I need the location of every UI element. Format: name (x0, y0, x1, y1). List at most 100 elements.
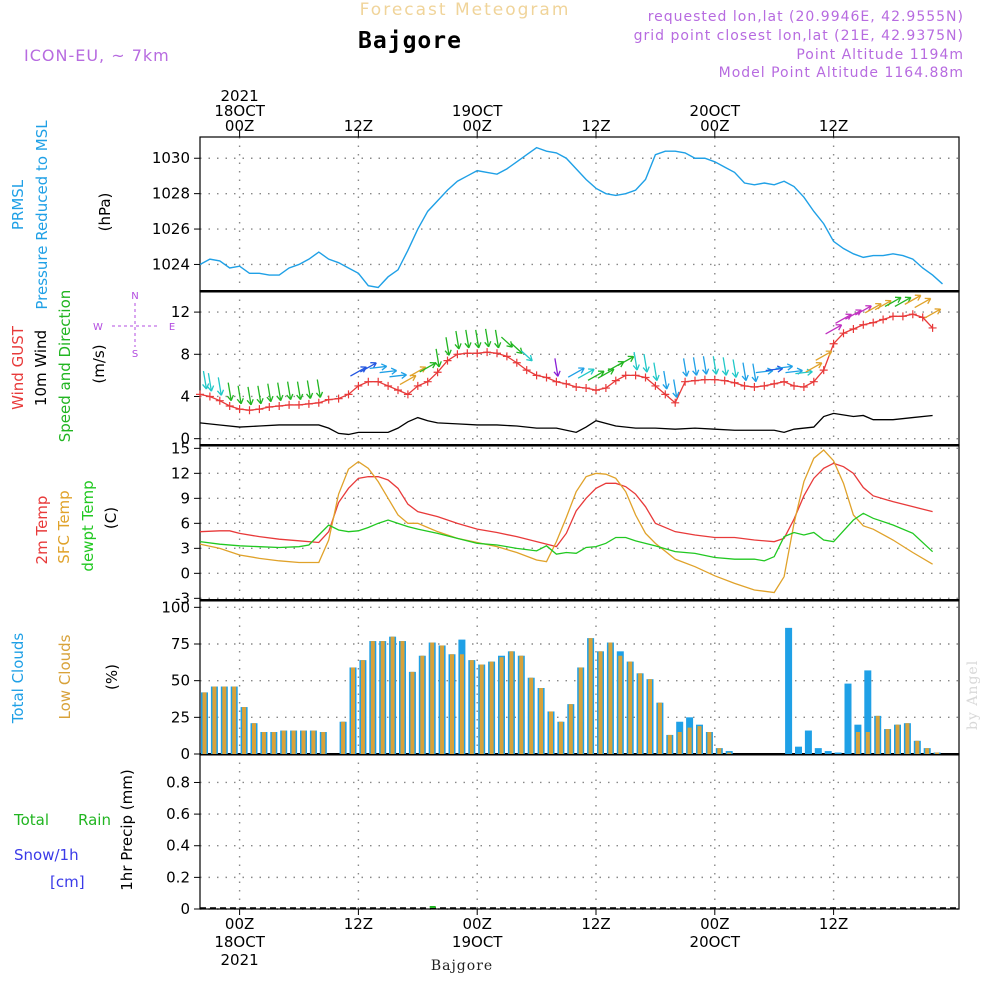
wind-direction-arrow (577, 368, 595, 379)
low-cloud-bar (568, 704, 573, 754)
gust-point (730, 378, 739, 387)
top-time-label: 2021 (221, 87, 259, 105)
gust-point (394, 386, 402, 395)
rain-label: Rain (78, 811, 111, 829)
low-cloud-bar (618, 655, 623, 754)
wind-arrow-head (682, 370, 690, 377)
wind-arrow-head (692, 369, 700, 376)
sfc-temp-line (199, 449, 933, 594)
footer-location: Bajgore (430, 958, 494, 974)
low-cloud-bar (608, 642, 613, 754)
y-tick-label: 75 (171, 635, 190, 653)
low-cloud-bar (440, 645, 445, 754)
gust-point (809, 377, 818, 386)
wind-arrow-head (474, 342, 482, 349)
wind-direction-arrow (845, 309, 862, 320)
low-cloud-bar (578, 667, 583, 754)
wind-direction-arrow (874, 300, 892, 311)
snow-label: Snow/1h (14, 846, 79, 864)
gust-point (839, 329, 848, 338)
low-cloud-bar (489, 661, 494, 754)
total-cloud-bar (814, 748, 822, 754)
wind-direction-arrow (643, 354, 648, 373)
gust-point (552, 377, 561, 386)
wind-direction-arrow (554, 358, 559, 377)
y-tick-label: 25 (171, 708, 190, 726)
wind-direction-arrow (306, 380, 312, 399)
gust-point (671, 398, 680, 407)
wind-10m-label: 10m Wind (32, 330, 50, 406)
wind-direction-arrow (217, 377, 222, 396)
gust-point (215, 396, 224, 405)
low-cloud-bar (271, 732, 276, 754)
wind-direction-arrow (267, 383, 272, 402)
wind-direction-arrow (369, 365, 387, 370)
gust-point (285, 400, 294, 409)
total-cloud-bar (864, 670, 872, 754)
low-clouds-label: Low Clouds (56, 634, 74, 719)
wind-arrow-head (216, 389, 225, 396)
gust-point (483, 348, 492, 357)
panel-divider (200, 753, 959, 756)
top-time-label: 12Z (819, 117, 848, 135)
y-tick-label: 100 (161, 598, 190, 616)
gust-point (780, 377, 789, 386)
pressure-panel-frame (199, 136, 960, 292)
y-tick-label: 8 (180, 345, 190, 363)
gust-point (245, 406, 254, 415)
wind-direction-arrow (633, 351, 638, 371)
wind-arrow-head (578, 367, 585, 374)
wind-direction-arrow (924, 308, 941, 319)
bottom-time-label: 12Z (819, 915, 848, 933)
wind-direction-arrow (702, 356, 708, 375)
wind-arrow-head (711, 368, 720, 375)
wind-arrow-head (721, 369, 730, 376)
low-cloud-bar (499, 657, 504, 754)
low-cloud-bar (301, 730, 306, 754)
top-time-label: 00Z (463, 117, 492, 135)
gust-point (661, 390, 670, 399)
wind-arrow-head (429, 362, 437, 369)
gust-point (889, 312, 897, 321)
precip-rain-bar (429, 906, 436, 908)
low-cloud-bar (202, 692, 207, 754)
total-clouds-label: Total Clouds (9, 633, 27, 725)
y-tick-label: 50 (171, 672, 190, 690)
wind-direction-arrow (237, 385, 242, 404)
gust-point (205, 392, 214, 401)
y-tick-label: 3 (180, 539, 190, 557)
gust-point (235, 405, 244, 414)
wind-arrow-head (627, 355, 635, 363)
low-cloud-bar (558, 721, 563, 754)
low-cloud-bar (915, 740, 920, 754)
low-cloud-bar (380, 641, 385, 754)
gust-point (275, 401, 284, 410)
gust-point (255, 405, 264, 414)
low-cloud-bar (519, 655, 524, 754)
gust-point (364, 377, 373, 386)
gust-point (770, 379, 779, 388)
wind-speed-line (199, 412, 933, 436)
model-label: ICON-EU, ~ 7km (24, 46, 170, 65)
wind-direction-arrow (567, 367, 585, 378)
wind-direction-arrow (597, 368, 615, 379)
wind-direction-arrow (277, 382, 282, 401)
gust-point (562, 379, 571, 388)
wind-arrow-head (434, 361, 442, 368)
wind-arrow-head (588, 368, 595, 375)
gust-point (295, 400, 303, 409)
prmsl-label: PRMSL (9, 179, 27, 230)
gust-point (681, 377, 690, 386)
low-cloud-bar (370, 641, 375, 754)
wind-direction-arrow (465, 329, 470, 349)
gust-point (572, 382, 581, 391)
wind-direction-arrow (316, 379, 321, 398)
low-cloud-bar (291, 730, 296, 754)
wind-arrow-head (553, 370, 561, 377)
y-tick-label: 0.4 (166, 837, 190, 855)
wind-direction-arrow (587, 370, 605, 381)
low-cloud-bar (549, 711, 553, 754)
y-tick-label: 0 (180, 900, 190, 918)
low-cloud-bar (242, 707, 247, 754)
low-cloud-bar (311, 730, 316, 754)
